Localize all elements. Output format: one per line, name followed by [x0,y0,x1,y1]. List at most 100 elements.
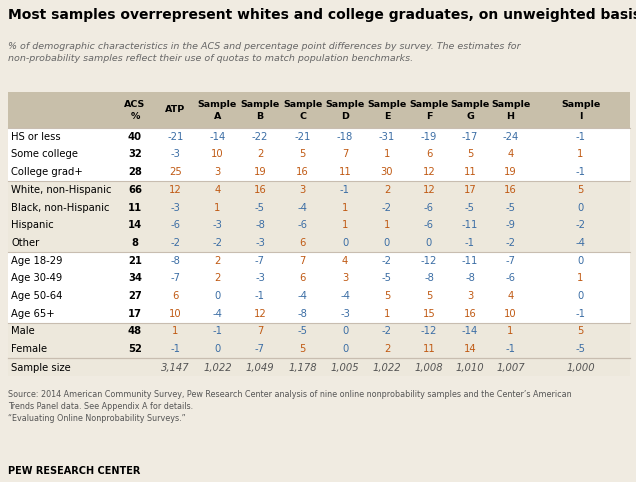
Bar [8,252,630,340]
Text: 14: 14 [464,344,476,354]
Text: 1,022: 1,022 [373,363,401,373]
Text: -7: -7 [255,344,265,354]
Text: 12: 12 [423,185,436,195]
Text: 3: 3 [467,291,473,301]
Text: 4: 4 [508,149,514,160]
Text: 1: 1 [342,202,348,213]
Text: 12: 12 [423,167,436,177]
Text: -6: -6 [424,202,434,213]
Text: Sample: Sample [240,100,280,109]
Text: 17: 17 [128,309,142,319]
Text: 1,022: 1,022 [203,363,232,373]
Text: 48: 48 [128,326,142,336]
Text: 40: 40 [128,132,142,142]
Text: -7: -7 [170,273,181,283]
Text: 0: 0 [577,255,584,266]
Text: -4: -4 [298,291,307,301]
Text: 5: 5 [426,291,432,301]
Text: -11: -11 [462,255,478,266]
Text: Sample: Sample [283,100,322,109]
Text: 10: 10 [504,309,517,319]
Text: -4: -4 [576,238,585,248]
Text: 1: 1 [384,309,391,319]
Text: 7: 7 [300,255,306,266]
Text: -2: -2 [506,238,516,248]
Text: 2: 2 [384,344,391,354]
Text: College grad+: College grad+ [11,167,83,177]
Text: 16: 16 [464,309,476,319]
Bar [8,181,630,269]
Text: -6: -6 [506,273,516,283]
Text: 30: 30 [381,167,393,177]
Text: 28: 28 [128,167,142,177]
Text: Other: Other [11,238,39,248]
Text: PEW RESEARCH CENTER: PEW RESEARCH CENTER [8,466,141,476]
Text: -1: -1 [576,309,586,319]
Text: -1: -1 [576,167,586,177]
Text: 3: 3 [300,185,306,195]
Text: -9: -9 [506,220,516,230]
Text: 10: 10 [169,309,182,319]
Text: D: D [341,112,349,121]
Text: -3: -3 [255,238,265,248]
Text: 0: 0 [214,291,221,301]
Text: -6: -6 [170,220,181,230]
Text: -2: -2 [382,326,392,336]
Text: HS or less: HS or less [11,132,61,142]
Bar [8,92,630,128]
Text: -2: -2 [576,220,586,230]
Text: Black, non-Hispanic: Black, non-Hispanic [11,202,109,213]
Text: -14: -14 [462,326,478,336]
Text: B: B [256,112,263,121]
Text: 0: 0 [577,202,584,213]
Text: -1: -1 [506,344,516,354]
Text: 11: 11 [423,344,436,354]
Text: -5: -5 [465,202,475,213]
Text: 7: 7 [342,149,348,160]
Text: C: C [299,112,306,121]
Text: 25: 25 [169,167,182,177]
Text: 8: 8 [132,238,139,248]
Text: -8: -8 [255,220,265,230]
Bar [8,322,630,375]
Bar [8,128,630,199]
Text: -14: -14 [209,132,226,142]
Text: %: % [130,112,140,121]
Text: % of demographic characteristics in the ACS and percentage point differences by : % of demographic characteristics in the … [8,42,520,63]
Text: 0: 0 [426,238,432,248]
Text: Hispanic: Hispanic [11,220,54,230]
Text: -1: -1 [212,326,223,336]
Text: 4: 4 [342,255,348,266]
Text: -3: -3 [255,273,265,283]
Text: 1,000: 1,000 [566,363,595,373]
Text: -6: -6 [424,220,434,230]
Text: 16: 16 [254,185,266,195]
Text: -12: -12 [421,326,437,336]
Text: 1: 1 [577,273,584,283]
Text: 6: 6 [426,149,432,160]
Text: Sample: Sample [491,100,530,109]
Text: 1: 1 [577,149,584,160]
Text: 2: 2 [214,255,221,266]
Text: 27: 27 [128,291,142,301]
Text: 19: 19 [504,167,517,177]
Text: 1,049: 1,049 [245,363,274,373]
Text: 1: 1 [384,149,391,160]
Text: 6: 6 [300,273,306,283]
Text: 5: 5 [384,291,391,301]
Text: 5: 5 [577,185,584,195]
Text: H: H [506,112,515,121]
Text: Age 30-49: Age 30-49 [11,273,62,283]
Text: ATP: ATP [165,106,186,114]
Text: Sample: Sample [450,100,490,109]
Text: 3,147: 3,147 [161,363,190,373]
Text: G: G [466,112,474,121]
Text: -7: -7 [255,255,265,266]
Text: 6: 6 [300,238,306,248]
Text: 1,007: 1,007 [496,363,525,373]
Text: 1: 1 [508,326,514,336]
Text: -18: -18 [337,132,353,142]
Text: 1,010: 1,010 [455,363,484,373]
Text: -3: -3 [170,149,181,160]
Text: A: A [214,112,221,121]
